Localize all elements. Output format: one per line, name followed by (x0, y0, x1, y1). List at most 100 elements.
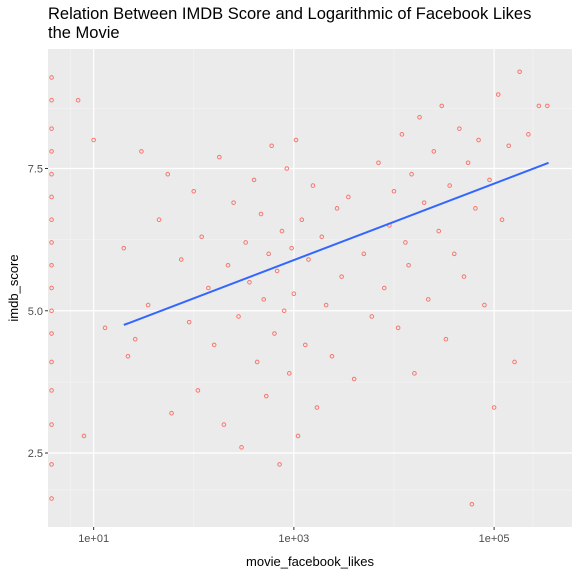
data-point (536, 103, 542, 109)
data-point (277, 462, 282, 467)
data-point (199, 234, 204, 240)
data-point (217, 154, 222, 160)
x-axis-title: movie_facebook_likes (246, 554, 374, 569)
data-point (102, 325, 108, 331)
data-point (395, 325, 401, 331)
data-point (272, 331, 277, 336)
y-tick-label: 2.5 (28, 448, 43, 460)
data-point (195, 388, 201, 393)
data-point (206, 285, 211, 291)
data-point (145, 302, 151, 308)
data-point (186, 319, 192, 325)
data-point (284, 166, 290, 171)
data-point (443, 336, 449, 342)
data-point (399, 132, 405, 137)
data-point (239, 445, 244, 450)
data-point (281, 308, 287, 314)
y-tick-label: 7.5 (28, 164, 43, 176)
data-point (417, 114, 422, 120)
data-point (482, 302, 487, 308)
data-point (263, 393, 269, 399)
data-point (526, 132, 531, 137)
data-point (517, 69, 522, 75)
data-point (545, 103, 550, 109)
data-point (293, 137, 299, 143)
data-point (491, 405, 497, 410)
data-point (469, 501, 475, 507)
data-point (506, 143, 512, 149)
data-point (421, 200, 427, 205)
data-point (236, 314, 241, 319)
data-point (49, 217, 54, 223)
x-tick-label: 1e+01 (78, 533, 109, 545)
data-point (310, 183, 316, 188)
grid-minor (48, 49, 572, 527)
data-point (465, 160, 471, 166)
data-point (269, 143, 274, 149)
data-point (406, 262, 411, 268)
data-point (49, 97, 54, 103)
data-point (306, 257, 311, 262)
data-point (178, 257, 184, 262)
data-point (457, 126, 462, 131)
data-point (289, 245, 294, 251)
data-point (403, 240, 408, 245)
data-point (254, 359, 260, 365)
data-point (369, 314, 375, 319)
data-point (431, 149, 437, 154)
data-point (49, 308, 54, 314)
data-point (302, 342, 308, 348)
data-point (291, 291, 297, 296)
data-point (139, 149, 144, 154)
data-point (512, 359, 517, 365)
data-point (49, 75, 54, 80)
data-point (409, 171, 414, 177)
data-point (49, 285, 54, 291)
x-tick-label: 1e+03 (278, 533, 309, 545)
data-point (319, 234, 325, 240)
data-point (125, 353, 131, 359)
data-point (279, 228, 285, 234)
data-point (49, 462, 54, 467)
data-point (339, 274, 344, 279)
data-point (381, 285, 387, 291)
data-point (487, 177, 492, 183)
data-point (156, 217, 162, 223)
data-point (49, 422, 54, 427)
data-point (376, 160, 381, 166)
y-axis-title: imdb_score (6, 254, 21, 321)
regression-line (123, 161, 549, 326)
data-point (439, 103, 445, 109)
data-point (299, 217, 305, 223)
data-point (314, 405, 320, 410)
data-point (334, 206, 340, 211)
y-tick-label: 5.0 (28, 306, 43, 318)
data-point (132, 336, 138, 342)
data-point (49, 331, 54, 336)
data-point (49, 388, 54, 393)
grid-major (48, 49, 572, 527)
data-point (247, 280, 252, 285)
data-point (258, 211, 264, 217)
data-point (81, 433, 87, 439)
data-point (49, 194, 54, 200)
data-point (351, 376, 357, 382)
data-point (391, 188, 397, 194)
plot-panel (48, 49, 572, 527)
data-point (476, 137, 481, 143)
data-point (49, 359, 54, 365)
data-point (447, 183, 452, 188)
x-axis: 1e+01 1e+03 1e+05 (78, 527, 510, 545)
data-point (49, 171, 54, 177)
data-point (121, 245, 127, 251)
data-point (165, 171, 171, 177)
data-point (346, 194, 351, 200)
data-point (221, 422, 227, 427)
data-point (49, 262, 54, 268)
x-tick-label: 1e+05 (479, 533, 510, 545)
data-point (191, 188, 197, 194)
data-point (169, 410, 174, 416)
data-point (461, 274, 467, 279)
data-point (49, 126, 54, 131)
